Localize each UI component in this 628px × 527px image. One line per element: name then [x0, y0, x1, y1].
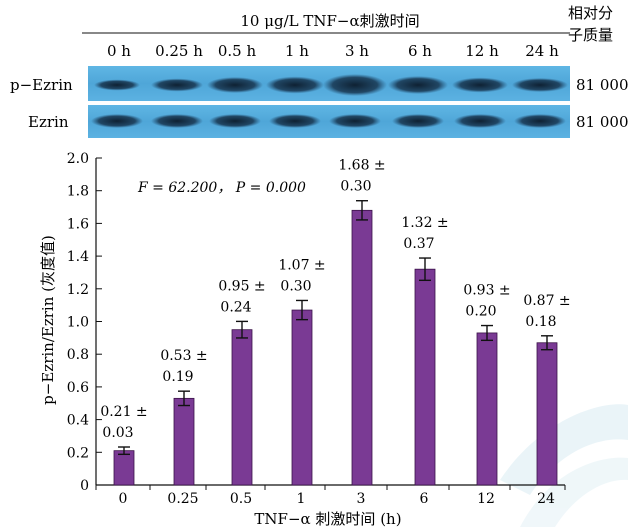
- data-label-sd: 0.24: [220, 299, 251, 315]
- bar: [351, 209, 373, 486]
- blot-band-ezrin: [151, 114, 203, 128]
- error-bar: [178, 390, 190, 407]
- y-tick-label: 2.0: [67, 151, 89, 167]
- blot-band-p-ezrin: [266, 76, 324, 94]
- data-label-mean: 1.32 ±: [401, 215, 448, 231]
- x-tick-label: 0.5: [230, 491, 252, 507]
- blot-band-p-ezrin: [151, 78, 203, 92]
- blot-band-p-ezrin: [512, 78, 568, 92]
- x-axis-label: TNF−α 刺激时间 (h): [254, 510, 401, 527]
- y-tick-label: 0.6: [67, 380, 89, 396]
- blot-band-ezrin: [91, 114, 143, 128]
- x-tick-label: 24: [537, 491, 555, 507]
- lane-label: 24 h: [525, 42, 559, 60]
- bar: [173, 397, 195, 486]
- stat-annotation: F = 62.200， P = 0.000: [137, 180, 306, 196]
- watermark: [500, 404, 628, 527]
- blot-row-mw-ezrin: 81 000: [576, 113, 628, 131]
- data-label-mean: 1.07 ±: [278, 257, 325, 273]
- blot-band-ezrin: [514, 114, 566, 128]
- x-tick-label: 1: [297, 491, 306, 507]
- lane-label: 3 h: [345, 42, 369, 60]
- bar: [414, 268, 436, 486]
- bar: [231, 329, 253, 486]
- blot-band-p-ezrin: [323, 74, 387, 96]
- lane-label: 6 h: [408, 42, 432, 60]
- bar: [113, 450, 135, 486]
- bars: 0.21 ± 0.03 0.53 ± 0.19 0.95 ± 0.24 1.07 ± 0.30…: [100, 158, 571, 486]
- data-label-sd: 0.18: [525, 314, 556, 330]
- blot-band-p-ezrin: [388, 76, 448, 94]
- y-tick-label: 1.4: [67, 249, 89, 265]
- y-axis-label: p−Ezrin/Ezrin (灰度值): [39, 235, 57, 405]
- error-bar: [296, 299, 308, 321]
- data-label-sd: 0.03: [102, 425, 133, 441]
- data-label-sd: 0.20: [465, 304, 496, 320]
- y-tick-label: 1.0: [67, 315, 89, 331]
- mw-header-line2: 子质量: [568, 26, 613, 44]
- treatment-label: 10 μg/L TNF−α刺激时间: [240, 12, 419, 30]
- x-tick-label: 12: [477, 491, 495, 507]
- blot-row-label-ezrin: Ezrin: [28, 113, 69, 131]
- blot-bands: [91, 74, 568, 128]
- bar-chart: 0 0.2 0.4 0.6 0.8 1.0 1.2 1.4 1.6 1.8 2.0 0 0.25 0.5…: [39, 151, 571, 527]
- y-tick-label: 0.4: [67, 413, 89, 429]
- y-ticks: 0 0.2 0.4 0.6 0.8 1.0 1.2 1.4 1.6 1.8 2.0: [67, 151, 102, 494]
- data-label-sd: 0.37: [403, 236, 434, 252]
- error-bar: [356, 200, 368, 221]
- x-ticks: 0 0.25 0.5 1 3 6 12 24: [95, 485, 566, 507]
- blot-row-mw-p-ezrin: 81 000: [576, 76, 628, 94]
- data-label-mean: 0.21 ±: [100, 404, 147, 420]
- blot-band-ezrin: [269, 114, 321, 128]
- lane-label: 0.5 h: [218, 42, 257, 60]
- error-bar: [419, 257, 431, 282]
- mw-header-line1: 相对分: [568, 4, 613, 22]
- x-tick-label: 6: [420, 491, 429, 507]
- data-label-mean: 0.95 ±: [218, 278, 265, 294]
- y-tick-label: 1.8: [67, 184, 89, 200]
- data-label-mean: 0.87 ±: [523, 293, 570, 309]
- blot-band-p-ezrin: [94, 79, 140, 91]
- error-bar: [541, 335, 553, 351]
- x-tick-label: 0: [119, 491, 128, 507]
- data-label-sd: 0.30: [340, 179, 371, 195]
- data-label-mean: 0.93 ±: [463, 283, 510, 299]
- data-label-mean: 0.53 ±: [160, 348, 207, 364]
- blot-band-ezrin: [209, 114, 261, 128]
- y-tick-label: 0.8: [67, 347, 89, 363]
- y-tick-label: 1.6: [67, 216, 89, 232]
- blot-band-ezrin: [392, 114, 444, 128]
- bar: [291, 309, 313, 486]
- bar: [476, 332, 498, 486]
- lane-label: 1 h: [285, 42, 309, 60]
- x-tick-label: 0.25: [167, 491, 198, 507]
- lane-label: 0.25 h: [155, 42, 203, 60]
- y-tick-label: 0: [80, 478, 89, 494]
- bar: [536, 342, 558, 486]
- blot-band-p-ezrin: [207, 77, 263, 93]
- lane-labels: 0 h 0.25 h 0.5 h 1 h 3 h 6 h 12 h 24 h: [107, 42, 559, 60]
- data-label-mean: 1.68 ±: [338, 158, 385, 174]
- blot-row-label-p-ezrin: p−Ezrin: [10, 76, 73, 94]
- y-tick-label: 1.2: [67, 282, 89, 298]
- blot-band-ezrin: [329, 114, 381, 128]
- x-tick-label: 3: [357, 491, 366, 507]
- lane-label: 12 h: [465, 42, 499, 60]
- lane-label: 0 h: [107, 42, 131, 60]
- error-bar: [236, 320, 248, 339]
- data-label-sd: 0.30: [280, 278, 311, 294]
- blot-band-p-ezrin: [452, 77, 508, 93]
- data-label-sd: 0.19: [162, 369, 193, 385]
- y-tick-label: 0.2: [67, 445, 89, 461]
- blot-band-ezrin: [454, 114, 506, 128]
- error-bar: [118, 446, 130, 456]
- error-bar: [481, 324, 493, 342]
